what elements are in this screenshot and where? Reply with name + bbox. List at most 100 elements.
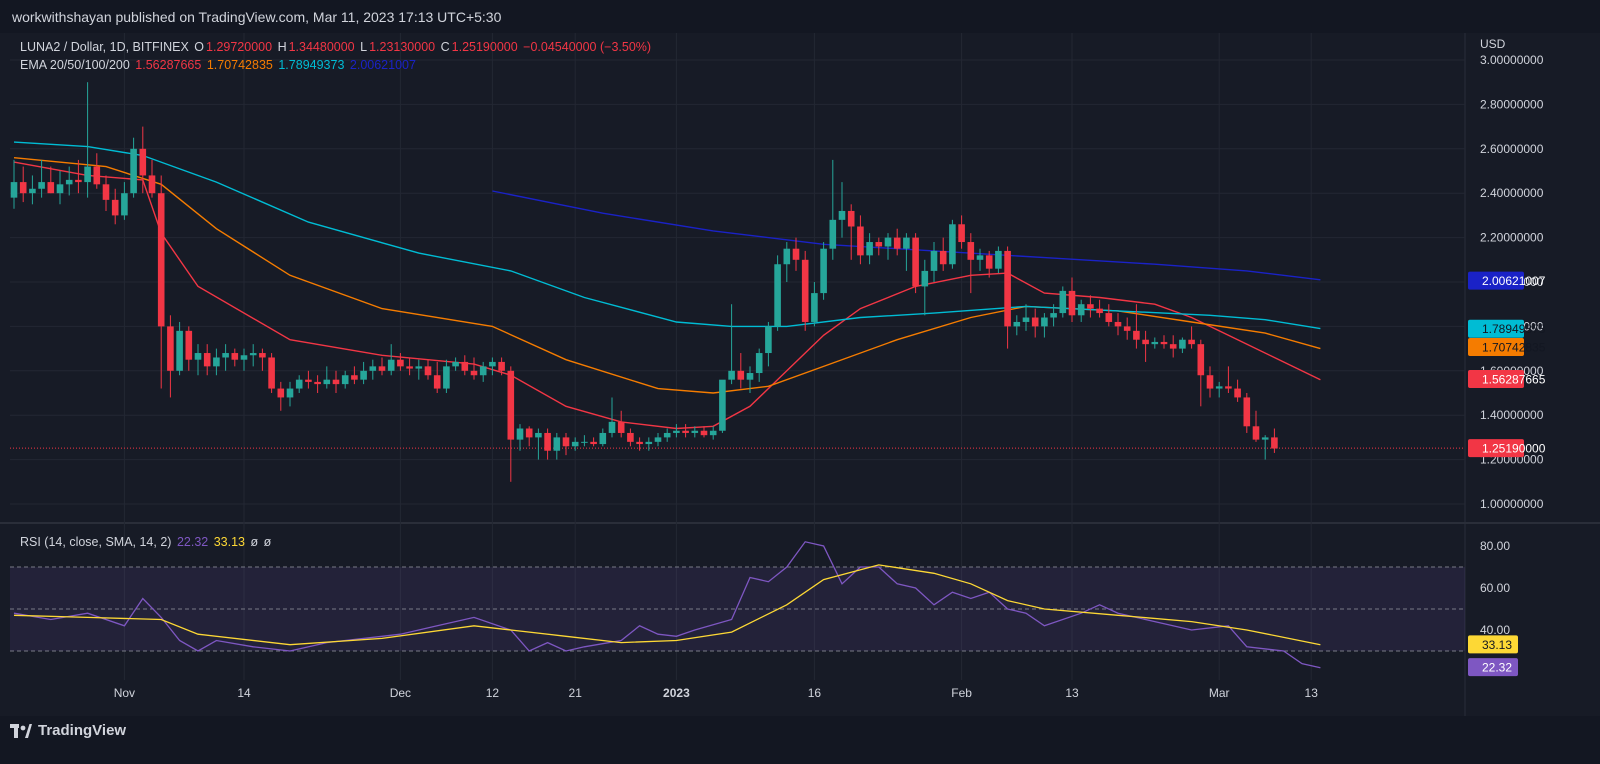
price-axis-badge-label: 1.70742835 — [1482, 340, 1546, 354]
candle-body — [424, 366, 432, 376]
price-tick-label: 3.00000000 — [1480, 53, 1544, 67]
candle-body — [176, 330, 183, 371]
candle-body — [535, 432, 542, 438]
candle-body — [838, 210, 846, 220]
candle-body — [1188, 339, 1195, 345]
candle-body — [1050, 313, 1057, 318]
candle-body — [157, 193, 165, 327]
rsi-sma-line — [13, 564, 1321, 646]
candle-body — [406, 366, 413, 369]
candle-body — [498, 361, 505, 371]
price-tick-label: 1.40000000 — [1480, 408, 1544, 422]
candle-body — [590, 441, 597, 445]
candle-body — [553, 437, 561, 451]
candle-body — [599, 432, 607, 445]
tradingview-logo[interactable]: TradingView — [10, 722, 126, 739]
candle-body — [286, 388, 294, 398]
publisher-bar: workwithshayan published on TradingView.… — [0, 0, 1600, 33]
candle-body — [976, 255, 984, 260]
price-axis-badge-label: 1.78949373 — [1482, 322, 1546, 336]
publisher-text: workwithshayan published on TradingView.… — [12, 9, 502, 25]
candle-body — [958, 224, 965, 243]
candle-body — [415, 366, 423, 369]
candle-body — [811, 293, 818, 322]
candle-body — [921, 270, 929, 287]
candle-body — [268, 357, 275, 389]
candle-body — [1087, 304, 1094, 309]
candle-body — [1077, 304, 1085, 316]
candle-body — [360, 370, 367, 380]
candle-body — [1114, 321, 1122, 327]
candle-body — [673, 430, 680, 433]
ema20-value: 1.56287665 — [135, 58, 202, 72]
candle-body — [1105, 313, 1113, 322]
candle-body — [38, 182, 45, 189]
candle-body — [259, 353, 266, 358]
tradingview-logo-icon — [10, 723, 32, 738]
rsi-tick-label: 80.00 — [1480, 539, 1510, 553]
candle-body — [167, 326, 174, 371]
candle-body — [847, 210, 855, 227]
candle-body — [295, 379, 303, 389]
candle-body — [1215, 386, 1223, 389]
candle-body — [985, 255, 993, 269]
candle-body — [1179, 339, 1186, 349]
symbol-label[interactable]: LUNA2 / Dollar, 1D, BITFINEX — [20, 40, 189, 54]
rsi-legend: RSI (14, close, SMA, 14, 2) 22.32 33.13 … — [20, 535, 273, 549]
candle-body — [121, 193, 128, 216]
candle-body — [884, 237, 892, 247]
close-value: 1.25190000 — [451, 40, 518, 54]
candle-body — [378, 366, 386, 371]
ema100-value: 1.78949373 — [278, 58, 345, 72]
candle-body — [75, 179, 82, 183]
candle-body — [84, 166, 91, 183]
rsi-sma-value: 33.13 — [213, 535, 245, 549]
price-axis-badge — [1468, 370, 1524, 389]
candle-body — [56, 184, 64, 194]
candle-body — [949, 224, 956, 265]
price-tick-label: 1.00000000 — [1480, 497, 1544, 511]
price-tick-label: 2.80000000 — [1480, 97, 1544, 111]
candle-body — [102, 184, 110, 200]
ema100-line — [13, 141, 1321, 330]
ema-label[interactable]: EMA 20/50/100/200 — [20, 58, 130, 72]
candle-body — [682, 430, 689, 433]
candle-body — [737, 370, 745, 380]
candle-body — [765, 326, 772, 354]
candle-body — [1271, 437, 1278, 449]
candle-body — [820, 248, 827, 294]
candle-body — [544, 432, 551, 451]
candle-body — [581, 441, 588, 443]
candle-body — [194, 353, 202, 360]
rsi-label[interactable]: RSI (14, close, SMA, 14, 2) — [20, 535, 172, 549]
chart-canvas[interactable]: USD 3.00000000 2.80000000 2.60000000 2.40000… — [0, 0, 1600, 716]
candle-body — [231, 353, 239, 360]
candle-body — [314, 381, 321, 385]
open-value: 1.29720000 — [206, 40, 273, 54]
candle-body — [203, 353, 211, 367]
candle-body — [19, 182, 27, 194]
candle-body — [93, 166, 101, 185]
candle-body — [489, 361, 496, 367]
time-tick-label: 2023 — [663, 686, 690, 700]
rsi-axis-badge — [1468, 635, 1518, 654]
rsi-value: 22.32 — [176, 535, 209, 549]
candle-body — [387, 359, 395, 371]
candle-body — [654, 437, 662, 442]
candle-body — [636, 441, 643, 445]
candle-body — [857, 226, 864, 256]
candle-body — [1013, 321, 1021, 327]
candle-body — [1041, 317, 1048, 327]
rsi-axis-badge-label: 22.32 — [1482, 661, 1512, 675]
price-axis-badge — [1468, 271, 1524, 290]
price-legend: LUNA2 / Dollar, 1D, BITFINEX O 1.29720000… — [20, 40, 653, 54]
candle-body — [213, 357, 220, 367]
candle-body — [627, 432, 634, 442]
candle-body — [351, 375, 358, 380]
candle-body — [1225, 386, 1232, 389]
candle-body — [691, 430, 699, 433]
candle-body — [774, 264, 781, 327]
candle-body — [746, 373, 754, 380]
candle-body — [967, 242, 975, 260]
rsi-extra-1: ø — [250, 535, 259, 549]
